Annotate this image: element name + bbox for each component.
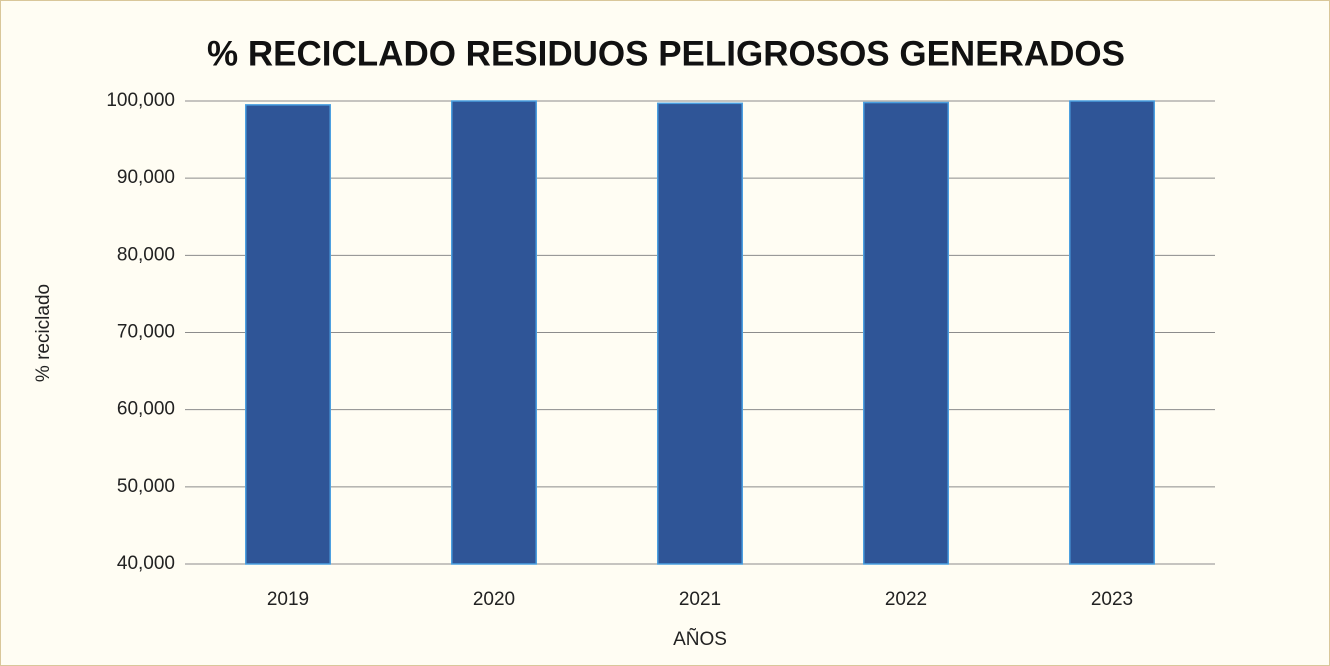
y-tick-label: 40,000 [117, 553, 175, 574]
bar [245, 104, 331, 565]
chart-title: % RECICLADO RESIDUOS PELIGROSOS GENERADO… [207, 34, 1125, 73]
x-tick-label: 2020 [473, 589, 515, 610]
x-tick-label: 2022 [885, 589, 927, 610]
x-tick-label: 2023 [1091, 589, 1133, 610]
x-tick-label: 2019 [267, 589, 309, 610]
bar [1069, 100, 1155, 565]
bar [451, 100, 537, 565]
y-tick-label: 100,000 [106, 90, 175, 111]
y-tick-label: 50,000 [117, 476, 175, 497]
y-tick-label: 60,000 [117, 399, 175, 420]
x-tick-label: 2021 [679, 589, 721, 610]
bar [657, 102, 743, 565]
y-axis-title: % reciclado [33, 284, 54, 382]
y-tick-label: 90,000 [117, 167, 175, 188]
bar [863, 101, 949, 565]
x-axis-title: AÑOS [673, 628, 727, 650]
y-tick-label: 80,000 [117, 244, 175, 265]
y-tick-label: 70,000 [117, 322, 175, 343]
